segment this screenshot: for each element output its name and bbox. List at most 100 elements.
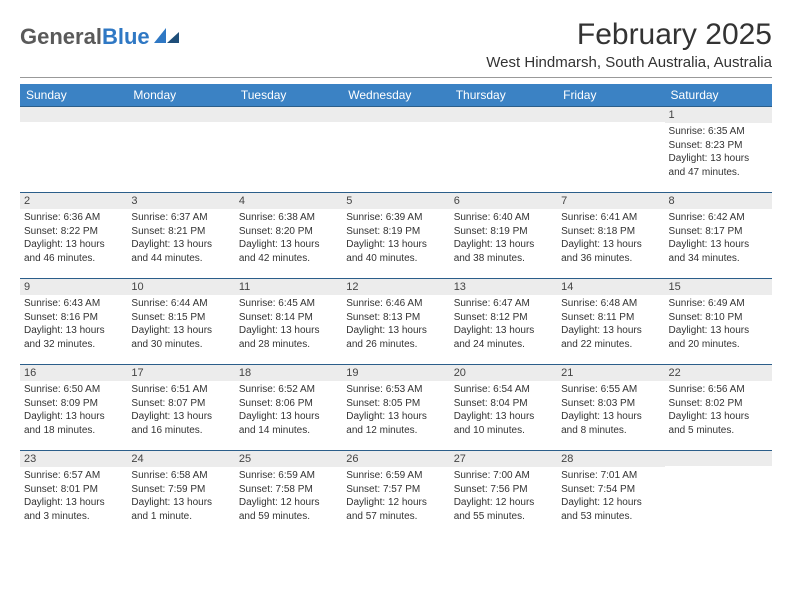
sunrise-text: Sunrise: 6:47 AM bbox=[454, 297, 553, 311]
calendar-table: Sunday Monday Tuesday Wednesday Thursday… bbox=[20, 84, 772, 536]
divider bbox=[20, 77, 772, 78]
sunrise-text: Sunrise: 6:48 AM bbox=[561, 297, 660, 311]
col-monday: Monday bbox=[127, 84, 234, 106]
calendar-cell: 12Sunrise: 6:46 AMSunset: 8:13 PMDayligh… bbox=[342, 278, 449, 364]
day-number: 13 bbox=[450, 278, 557, 295]
day-number: 6 bbox=[450, 192, 557, 209]
sunset-text: Sunset: 8:09 PM bbox=[24, 397, 123, 411]
calendar-row: 9Sunrise: 6:43 AMSunset: 8:16 PMDaylight… bbox=[20, 278, 772, 364]
day-number: 23 bbox=[20, 450, 127, 467]
day-number: 21 bbox=[557, 364, 664, 381]
calendar-cell: 26Sunrise: 6:59 AMSunset: 7:57 PMDayligh… bbox=[342, 450, 449, 536]
sunset-text: Sunset: 8:20 PM bbox=[239, 225, 338, 239]
sunset-text: Sunset: 8:11 PM bbox=[561, 311, 660, 325]
sunrise-text: Sunrise: 6:39 AM bbox=[346, 211, 445, 225]
sunrise-text: Sunrise: 7:01 AM bbox=[561, 469, 660, 483]
day-number bbox=[20, 106, 127, 122]
calendar-cell: 2 Sunrise: 6:36 AMSunset: 8:22 PMDaylight… bbox=[20, 192, 127, 278]
daylight-text: Daylight: 13 hours and 3 minutes. bbox=[24, 496, 123, 523]
sunset-text: Sunset: 8:05 PM bbox=[346, 397, 445, 411]
daylight-text: Daylight: 13 hours and 26 minutes. bbox=[346, 324, 445, 351]
daylight-text: Daylight: 12 hours and 59 minutes. bbox=[239, 496, 338, 523]
daylight-text: Daylight: 13 hours and 40 minutes. bbox=[346, 238, 445, 265]
sunset-text: Sunset: 8:03 PM bbox=[561, 397, 660, 411]
sunrise-text: Sunrise: 6:51 AM bbox=[131, 383, 230, 397]
day-details: Sunrise: 6:48 AMSunset: 8:11 PMDaylight:… bbox=[557, 295, 664, 355]
day-details: Sunrise: 6:40 AMSunset: 8:19 PMDaylight:… bbox=[450, 209, 557, 269]
sunset-text: Sunset: 8:22 PM bbox=[24, 225, 123, 239]
day-number: 22 bbox=[665, 364, 772, 381]
sunrise-text: Sunrise: 6:42 AM bbox=[669, 211, 768, 225]
daylight-text: Daylight: 13 hours and 22 minutes. bbox=[561, 324, 660, 351]
day-details: Sunrise: 6:51 AMSunset: 8:07 PMDaylight:… bbox=[127, 381, 234, 441]
daylight-text: Daylight: 13 hours and 12 minutes. bbox=[346, 410, 445, 437]
calendar-row: 2Sunrise: 6:36 AMSunset: 8:22 PMDaylight… bbox=[20, 192, 772, 278]
sunset-text: Sunset: 7:59 PM bbox=[131, 483, 230, 497]
calendar-cell bbox=[342, 106, 449, 192]
day-number: 9 bbox=[20, 278, 127, 295]
day-details: Sunrise: 6:39 AMSunset: 8:19 PMDaylight:… bbox=[342, 209, 449, 269]
month-title: February 2025 bbox=[486, 18, 772, 52]
sunset-text: Sunset: 8:19 PM bbox=[346, 225, 445, 239]
sunrise-text: Sunrise: 6:41 AM bbox=[561, 211, 660, 225]
sunrise-text: Sunrise: 6:58 AM bbox=[131, 469, 230, 483]
day-number: 26 bbox=[342, 450, 449, 467]
calendar-cell: 10Sunrise: 6:44 AMSunset: 8:15 PMDayligh… bbox=[127, 278, 234, 364]
sunrise-text: Sunrise: 6:56 AM bbox=[669, 383, 768, 397]
day-details: Sunrise: 6:56 AMSunset: 8:02 PMDaylight:… bbox=[665, 381, 772, 441]
title-block: February 2025 West Hindmarsh, South Aust… bbox=[486, 18, 772, 71]
daylight-text: Daylight: 13 hours and 42 minutes. bbox=[239, 238, 338, 265]
sunset-text: Sunset: 7:54 PM bbox=[561, 483, 660, 497]
sunrise-text: Sunrise: 7:00 AM bbox=[454, 469, 553, 483]
sunset-text: Sunset: 8:12 PM bbox=[454, 311, 553, 325]
calendar-cell: 17Sunrise: 6:51 AMSunset: 8:07 PMDayligh… bbox=[127, 364, 234, 450]
day-number: 25 bbox=[235, 450, 342, 467]
day-number: 3 bbox=[127, 192, 234, 209]
calendar-cell: 1Sunrise: 6:35 AMSunset: 8:23 PMDaylight… bbox=[665, 106, 772, 192]
sunset-text: Sunset: 8:04 PM bbox=[454, 397, 553, 411]
calendar-cell: 11Sunrise: 6:45 AMSunset: 8:14 PMDayligh… bbox=[235, 278, 342, 364]
sunrise-text: Sunrise: 6:36 AM bbox=[24, 211, 123, 225]
calendar-cell: 20Sunrise: 6:54 AMSunset: 8:04 PMDayligh… bbox=[450, 364, 557, 450]
day-details: Sunrise: 6:46 AMSunset: 8:13 PMDaylight:… bbox=[342, 295, 449, 355]
calendar-cell: 4Sunrise: 6:38 AMSunset: 8:20 PMDaylight… bbox=[235, 192, 342, 278]
col-sunday: Sunday bbox=[20, 84, 127, 106]
col-friday: Friday bbox=[557, 84, 664, 106]
day-details: Sunrise: 6:54 AMSunset: 8:04 PMDaylight:… bbox=[450, 381, 557, 441]
calendar-row: 1Sunrise: 6:35 AMSunset: 8:23 PMDaylight… bbox=[20, 106, 772, 192]
daylight-text: Daylight: 13 hours and 20 minutes. bbox=[669, 324, 768, 351]
sunrise-text: Sunrise: 6:53 AM bbox=[346, 383, 445, 397]
header: GeneralBlue February 2025 West Hindmarsh… bbox=[20, 18, 772, 71]
location: West Hindmarsh, South Australia, Austral… bbox=[486, 54, 772, 71]
day-number bbox=[342, 106, 449, 122]
calendar-cell: 7Sunrise: 6:41 AMSunset: 8:18 PMDaylight… bbox=[557, 192, 664, 278]
daylight-text: Daylight: 13 hours and 46 minutes. bbox=[24, 238, 123, 265]
sunrise-text: Sunrise: 6:44 AM bbox=[131, 297, 230, 311]
calendar-cell bbox=[557, 106, 664, 192]
daylight-text: Daylight: 12 hours and 55 minutes. bbox=[454, 496, 553, 523]
sunrise-text: Sunrise: 6:35 AM bbox=[669, 125, 768, 139]
day-number: 2 bbox=[20, 192, 127, 209]
day-number: 27 bbox=[450, 450, 557, 467]
weekday-header-row: Sunday Monday Tuesday Wednesday Thursday… bbox=[20, 84, 772, 106]
day-details: Sunrise: 6:38 AMSunset: 8:20 PMDaylight:… bbox=[235, 209, 342, 269]
day-number: 19 bbox=[342, 364, 449, 381]
col-wednesday: Wednesday bbox=[342, 84, 449, 106]
calendar-cell: 16Sunrise: 6:50 AMSunset: 8:09 PMDayligh… bbox=[20, 364, 127, 450]
sunset-text: Sunset: 8:17 PM bbox=[669, 225, 768, 239]
sunrise-text: Sunrise: 6:59 AM bbox=[346, 469, 445, 483]
sunset-text: Sunset: 8:13 PM bbox=[346, 311, 445, 325]
sunset-text: Sunset: 8:15 PM bbox=[131, 311, 230, 325]
logo-text-1: General bbox=[20, 24, 102, 50]
day-details: Sunrise: 6:50 AMSunset: 8:09 PMDaylight:… bbox=[20, 381, 127, 441]
day-details: Sunrise: 7:01 AMSunset: 7:54 PMDaylight:… bbox=[557, 467, 664, 527]
sunrise-text: Sunrise: 6:50 AM bbox=[24, 383, 123, 397]
day-details: Sunrise: 6:43 AMSunset: 8:16 PMDaylight:… bbox=[20, 295, 127, 355]
sunrise-text: Sunrise: 6:37 AM bbox=[131, 211, 230, 225]
calendar-cell: 19 Sunrise: 6:53 AMSunset: 8:05 PMDayligh… bbox=[342, 364, 449, 450]
day-number: 17 bbox=[127, 364, 234, 381]
day-details: Sunrise: 6:42 AMSunset: 8:17 PMDaylight:… bbox=[665, 209, 772, 269]
sunset-text: Sunset: 8:18 PM bbox=[561, 225, 660, 239]
day-details: Sunrise: 6:59 AMSunset: 7:58 PMDaylight:… bbox=[235, 467, 342, 527]
col-saturday: Saturday bbox=[665, 84, 772, 106]
